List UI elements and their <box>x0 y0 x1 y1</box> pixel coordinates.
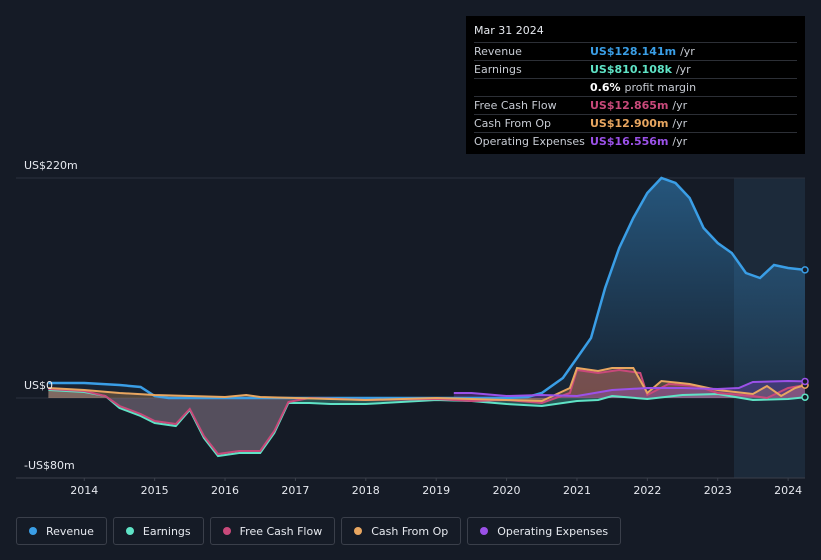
legend-swatch <box>480 527 489 535</box>
tooltip-row: Revenue US$128.141m/yr <box>474 42 797 60</box>
row-value: 0.6% <box>590 81 621 94</box>
end-dot <box>801 377 809 386</box>
series-area <box>48 178 805 398</box>
row-value: US$810.108k <box>590 63 672 76</box>
x-tick-label: 2015 <box>141 484 169 497</box>
row-unit: /yr <box>680 45 695 58</box>
legend: Revenue Earnings Free Cash Flow Cash From O… <box>16 517 622 545</box>
row-value: US$128.141m <box>590 45 677 58</box>
legend-label: Earnings <box>142 524 191 538</box>
y-tick-label: US$0 <box>24 379 53 392</box>
series-line <box>453 379 806 398</box>
tooltip-row: Operating Expenses US$16.556m/yr <box>474 132 797 150</box>
row-unit: profit margin <box>624 81 697 94</box>
legend-swatch <box>354 527 363 535</box>
series-line <box>48 366 806 403</box>
row-label: Revenue <box>474 45 522 58</box>
x-tick-label: 2022 <box>633 484 661 497</box>
legend-item[interactable]: Cash From Op <box>341 517 462 545</box>
y-tick-label: US$220m <box>24 159 78 172</box>
legend-item[interactable]: Earnings <box>112 517 204 545</box>
legend-swatch <box>125 527 134 535</box>
y-tick-label: -US$80m <box>24 459 75 472</box>
x-tick-label: 2021 <box>563 484 591 497</box>
tooltip-row: 0.6% profit margin <box>474 78 797 96</box>
x-tick-label: 2016 <box>211 484 239 497</box>
end-dot <box>801 266 809 274</box>
row-value: US$16.556m <box>590 135 669 148</box>
legend-label: Cash From Op <box>371 524 449 538</box>
tooltip-row: Earnings US$810.108k/yr <box>474 60 797 78</box>
tooltip-row: Cash From Op US$12.900m/yr <box>474 114 797 132</box>
tooltip-date: Mar 31 2024 <box>474 24 544 37</box>
legend-item[interactable]: Revenue <box>16 517 107 545</box>
legend-label: Revenue <box>46 524 94 538</box>
legend-swatch <box>222 527 231 535</box>
tooltip: Mar 31 2024 Revenue US$128.141m/yr Earnings… <box>466 16 805 154</box>
x-tick-label: 2024 <box>774 484 802 497</box>
legend-item[interactable]: Free Cash Flow <box>209 517 336 545</box>
series-area <box>48 368 805 401</box>
x-tick-label: 2020 <box>493 484 521 497</box>
series-area <box>48 370 805 454</box>
legend-item[interactable]: Operating Expenses <box>467 517 622 545</box>
x-tick-label: 2023 <box>704 484 732 497</box>
row-label: Earnings <box>474 63 522 76</box>
row-value: US$12.865m <box>590 99 669 112</box>
row-value: US$12.900m <box>590 117 669 130</box>
row-label: Free Cash Flow <box>474 99 557 112</box>
series-line <box>48 176 806 400</box>
legend-label: Free Cash Flow <box>239 524 323 538</box>
row-unit: /yr <box>675 63 691 76</box>
x-tick-label: 2017 <box>281 484 309 497</box>
row-unit: /yr <box>672 99 688 112</box>
tooltip-row: Free Cash Flow US$12.865m/yr <box>474 96 797 114</box>
legend-label: Operating Expenses <box>497 524 609 538</box>
legend-swatch <box>29 527 37 535</box>
x-tick-label: 2018 <box>352 484 380 497</box>
x-tick-label: 2019 <box>422 484 450 497</box>
x-tick-label: 2014 <box>70 484 98 497</box>
row-label: Cash From Op <box>474 117 552 130</box>
series-area <box>48 390 805 456</box>
series-line <box>48 389 806 458</box>
row-label: Operating Expenses <box>474 135 585 148</box>
row-unit: /yr <box>672 135 688 148</box>
row-unit: /yr <box>672 117 688 130</box>
end-dot <box>801 393 809 401</box>
